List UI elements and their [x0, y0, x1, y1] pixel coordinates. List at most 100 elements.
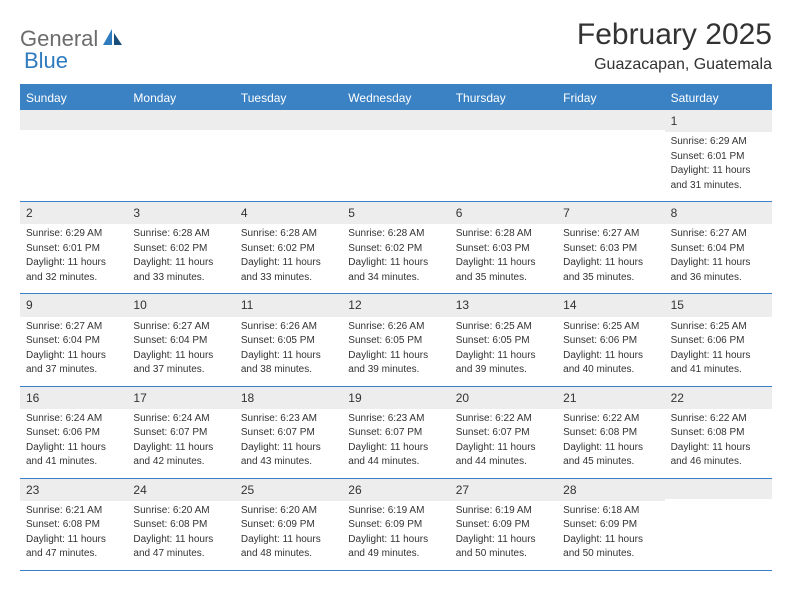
sunset-line: Sunset: 6:05 PM [348, 334, 443, 348]
day-body: Sunrise: 6:18 AMSunset: 6:09 PMDaylight:… [557, 501, 664, 570]
sunset-line: Sunset: 6:07 PM [348, 426, 443, 440]
daylight-line: Daylight: 11 hours [671, 256, 766, 270]
dayname-monday: Monday [127, 86, 234, 110]
dayname-tuesday: Tuesday [235, 86, 342, 110]
sunset-line: Sunset: 6:09 PM [241, 518, 336, 532]
day-body [127, 130, 234, 192]
day-number: 14 [557, 294, 664, 316]
daylight-line: Daylight: 11 hours [456, 533, 551, 547]
day-body: Sunrise: 6:26 AMSunset: 6:05 PMDaylight:… [235, 317, 342, 386]
sunrise-line: Sunrise: 6:25 AM [563, 320, 658, 334]
calendar-page: General February 2025 Guazacapan, Guatem… [0, 0, 792, 589]
sunrise-line: Sunrise: 6:23 AM [348, 412, 443, 426]
daylight-line: and 43 minutes. [241, 455, 336, 469]
day-number: 17 [127, 387, 234, 409]
daylight-line: Daylight: 11 hours [26, 349, 121, 363]
sunrise-line: Sunrise: 6:28 AM [456, 227, 551, 241]
daylight-line: Daylight: 11 hours [563, 256, 658, 270]
daylight-line: and 50 minutes. [456, 547, 551, 561]
sunrise-line: Sunrise: 6:25 AM [671, 320, 766, 334]
day-body: Sunrise: 6:28 AMSunset: 6:02 PMDaylight:… [127, 224, 234, 293]
sunrise-line: Sunrise: 6:19 AM [456, 504, 551, 518]
dayname-row: Sunday Monday Tuesday Wednesday Thursday… [20, 86, 772, 110]
daylight-line: Daylight: 11 hours [456, 349, 551, 363]
dayname-friday: Friday [557, 86, 664, 110]
day-body: Sunrise: 6:24 AMSunset: 6:07 PMDaylight:… [127, 409, 234, 478]
day-cell: 21Sunrise: 6:22 AMSunset: 6:08 PMDayligh… [557, 387, 664, 478]
daylight-line: and 33 minutes. [133, 271, 228, 285]
day-number [127, 110, 234, 130]
daylight-line: and 44 minutes. [456, 455, 551, 469]
daylight-line: Daylight: 11 hours [133, 441, 228, 455]
day-body: Sunrise: 6:28 AMSunset: 6:02 PMDaylight:… [235, 224, 342, 293]
sunrise-line: Sunrise: 6:28 AM [133, 227, 228, 241]
day-cell: 19Sunrise: 6:23 AMSunset: 6:07 PMDayligh… [342, 387, 449, 478]
day-body: Sunrise: 6:27 AMSunset: 6:04 PMDaylight:… [127, 317, 234, 386]
day-number: 8 [665, 202, 772, 224]
daylight-line: and 40 minutes. [563, 363, 658, 377]
daylight-line: Daylight: 11 hours [671, 164, 766, 178]
day-body: Sunrise: 6:23 AMSunset: 6:07 PMDaylight:… [235, 409, 342, 478]
sunrise-line: Sunrise: 6:28 AM [241, 227, 336, 241]
day-cell: 3Sunrise: 6:28 AMSunset: 6:02 PMDaylight… [127, 202, 234, 293]
sunset-line: Sunset: 6:09 PM [456, 518, 551, 532]
daylight-line: Daylight: 11 hours [563, 441, 658, 455]
sunset-line: Sunset: 6:08 PM [133, 518, 228, 532]
sunset-line: Sunset: 6:01 PM [671, 150, 766, 164]
daylight-line: Daylight: 11 hours [26, 256, 121, 270]
day-cell [342, 110, 449, 201]
day-number: 12 [342, 294, 449, 316]
sunset-line: Sunset: 6:05 PM [241, 334, 336, 348]
daylight-line: and 32 minutes. [26, 271, 121, 285]
daylight-line: Daylight: 11 hours [133, 256, 228, 270]
day-cell: 5Sunrise: 6:28 AMSunset: 6:02 PMDaylight… [342, 202, 449, 293]
daylight-line: Daylight: 11 hours [241, 533, 336, 547]
daylight-line: and 41 minutes. [26, 455, 121, 469]
logo: General [20, 18, 126, 52]
day-cell: 24Sunrise: 6:20 AMSunset: 6:08 PMDayligh… [127, 479, 234, 570]
day-number: 15 [665, 294, 772, 316]
day-cell: 12 Sunrise: 6:26 AMSunset: 6:05 PMDayligh… [342, 294, 449, 385]
day-cell: 6Sunrise: 6:28 AMSunset: 6:03 PMDaylight… [450, 202, 557, 293]
day-cell: 15Sunrise: 6:25 AMSunset: 6:06 PMDayligh… [665, 294, 772, 385]
day-cell: 9Sunrise: 6:27 AMSunset: 6:04 PMDaylight… [20, 294, 127, 385]
sunrise-line: Sunrise: 6:27 AM [26, 320, 121, 334]
day-cell [557, 110, 664, 201]
daylight-line: and 35 minutes. [456, 271, 551, 285]
daylight-line: Daylight: 11 hours [348, 349, 443, 363]
daylight-line: and 47 minutes. [133, 547, 228, 561]
day-body [557, 130, 664, 192]
sunrise-line: Sunrise: 6:27 AM [133, 320, 228, 334]
day-cell: 17Sunrise: 6:24 AMSunset: 6:07 PMDayligh… [127, 387, 234, 478]
daylight-line: and 44 minutes. [348, 455, 443, 469]
day-number [342, 110, 449, 130]
sunrise-line: Sunrise: 6:26 AM [348, 320, 443, 334]
day-cell: 2Sunrise: 6:29 AMSunset: 6:01 PMDaylight… [20, 202, 127, 293]
sunrise-line: Sunrise: 6:23 AM [241, 412, 336, 426]
sunrise-line: Sunrise: 6:25 AM [456, 320, 551, 334]
sunrise-line: Sunrise: 6:28 AM [348, 227, 443, 241]
sunset-line: Sunset: 6:07 PM [456, 426, 551, 440]
month-title: February 2025 [577, 18, 772, 52]
day-body [20, 130, 127, 192]
day-cell [665, 479, 772, 570]
day-number: 20 [450, 387, 557, 409]
sunrise-line: Sunrise: 6:27 AM [671, 227, 766, 241]
daylight-line: Daylight: 11 hours [241, 441, 336, 455]
daylight-line: Daylight: 11 hours [456, 256, 551, 270]
daylight-line: Daylight: 11 hours [563, 349, 658, 363]
day-number: 21 [557, 387, 664, 409]
sunrise-line: Sunrise: 6:24 AM [133, 412, 228, 426]
dayname-thursday: Thursday [450, 86, 557, 110]
logo-sub: Blue [24, 48, 68, 74]
sunrise-line: Sunrise: 6:22 AM [563, 412, 658, 426]
daylight-line: and 47 minutes. [26, 547, 121, 561]
daylight-line: Daylight: 11 hours [133, 533, 228, 547]
calendar-grid: Sunday Monday Tuesday Wednesday Thursday… [20, 84, 772, 571]
day-body: Sunrise: 6:21 AMSunset: 6:08 PMDaylight:… [20, 501, 127, 570]
day-body: Sunrise: 6:20 AMSunset: 6:09 PMDaylight:… [235, 501, 342, 570]
day-body: Sunrise: 6:25 AMSunset: 6:05 PMDaylight:… [450, 317, 557, 386]
day-number [557, 110, 664, 130]
day-body: Sunrise: 6:25 AMSunset: 6:06 PMDaylight:… [665, 317, 772, 386]
day-number: 24 [127, 479, 234, 501]
